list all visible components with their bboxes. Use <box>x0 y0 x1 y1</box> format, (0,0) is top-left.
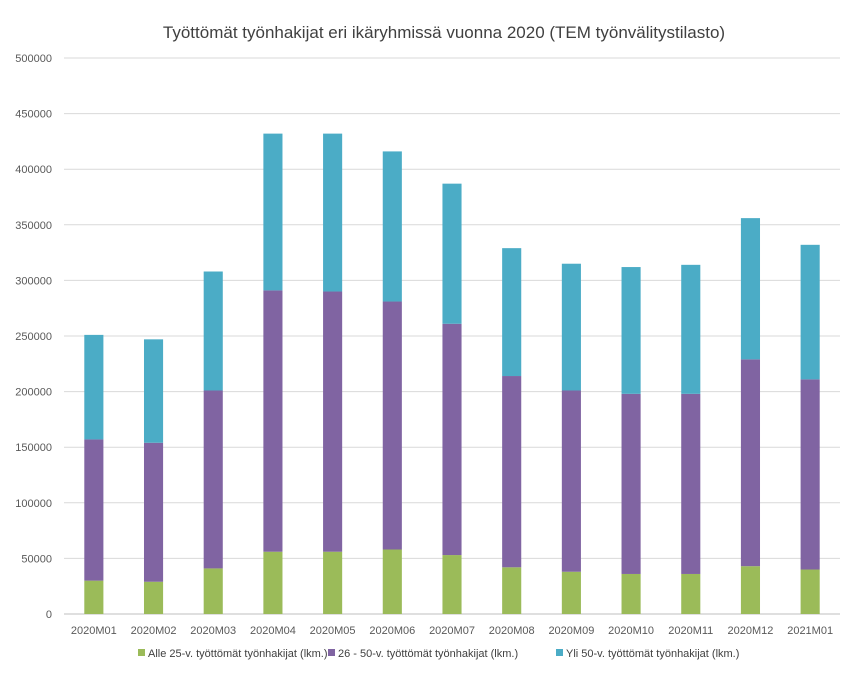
bars <box>84 133 820 614</box>
bar-segment-series-3 <box>681 264 701 394</box>
x-tick-label: 2020M12 <box>728 625 774 637</box>
x-tick-label: 2020M03 <box>190 625 236 637</box>
bar-segment-series-3 <box>740 218 761 360</box>
x-axis-ticks: 2020M01 2020M02 2020M03 2020M04 2020M05 2020M… <box>71 625 833 637</box>
y-tick-label: 450000 <box>15 109 52 121</box>
bar-segment-series-1 <box>740 566 761 614</box>
y-tick-label: 300000 <box>15 275 52 287</box>
y-tick-label: 400000 <box>15 164 52 176</box>
y-axis-ticks: 0 50000 100000 150000 200000 250000 300000 3500… <box>15 53 52 621</box>
bar-segment-series-3 <box>621 267 641 394</box>
x-tick-label: 2020M06 <box>369 625 415 637</box>
bar-segment-series-1 <box>681 573 701 614</box>
y-tick-label: 100000 <box>15 498 52 510</box>
y-tick-label: 150000 <box>15 442 52 454</box>
bar-segment-series-1 <box>143 581 164 614</box>
legend: Alle 25-v. työttömät työnhakijat (lkm.) 2… <box>138 648 739 660</box>
bar-segment-series-3 <box>84 334 104 440</box>
bar-segment-series-3 <box>800 244 820 380</box>
bar-segment-series-1 <box>502 567 522 614</box>
bar-segment-series-2 <box>740 359 761 567</box>
legend-swatch <box>328 649 335 656</box>
x-tick-label: 2020M04 <box>250 625 296 637</box>
x-tick-label: 2020M02 <box>131 625 177 637</box>
bar-segment-series-2 <box>84 439 104 581</box>
bar-segment-series-2 <box>800 379 820 570</box>
bar-segment-series-3 <box>382 151 402 302</box>
bar-segment-series-2 <box>382 301 402 550</box>
y-tick-label: 350000 <box>15 220 52 232</box>
y-tick-label: 200000 <box>15 387 52 399</box>
bar-segment-series-2 <box>621 393 641 574</box>
bar-segment-series-2 <box>561 390 581 572</box>
bar-segment-series-3 <box>143 339 164 443</box>
bar-segment-series-2 <box>323 291 343 552</box>
bar-segment-series-1 <box>442 555 462 614</box>
x-tick-label: 2020M11 <box>668 625 713 637</box>
bar-segment-series-2 <box>442 323 462 556</box>
x-tick-label: 2020M10 <box>608 625 654 637</box>
legend-label: 26 - 50-v. työttömät työnhakijat (lkm.) <box>338 648 518 660</box>
bar-segment-series-3 <box>561 263 581 391</box>
legend-swatch <box>556 649 563 656</box>
legend-label: Alle 25-v. työttömät työnhakijat (lkm.) <box>148 648 328 660</box>
chart-title: Työttömät työnhakijat eri ikäryhmissä vu… <box>163 23 725 42</box>
x-tick-label: 2020M05 <box>310 625 356 637</box>
bar-segment-series-1 <box>561 571 581 614</box>
bar-segment-series-2 <box>681 393 701 574</box>
bar-segment-series-1 <box>621 573 641 614</box>
bar-segment-series-1 <box>800 569 820 614</box>
y-tick-label: 500000 <box>15 53 52 65</box>
bar-segment-series-2 <box>263 290 283 552</box>
bar-segment-series-1 <box>323 551 343 614</box>
bar-segment-series-3 <box>323 133 343 292</box>
bar-segment-series-3 <box>502 248 522 377</box>
bar-segment-series-1 <box>84 580 104 614</box>
x-tick-label: 2020M09 <box>548 625 594 637</box>
bar-segment-series-2 <box>502 376 522 568</box>
y-tick-label: 250000 <box>15 331 52 343</box>
x-tick-label: 2020M01 <box>71 625 117 637</box>
bar-segment-series-3 <box>203 271 223 391</box>
bar-segment-series-1 <box>382 549 402 614</box>
y-tick-label: 50000 <box>21 553 52 565</box>
bar-segment-series-1 <box>203 568 223 614</box>
legend-swatch <box>138 649 145 656</box>
bar-segment-series-2 <box>143 442 164 582</box>
bar-segment-series-2 <box>203 390 223 569</box>
x-tick-label: 2020M07 <box>429 625 475 637</box>
x-tick-label: 2021M01 <box>787 625 833 637</box>
bar-segment-series-3 <box>263 133 283 291</box>
bar-segment-series-1 <box>263 551 283 614</box>
legend-label: Yli 50-v. työttömät työnhakijat (lkm.) <box>566 648 739 660</box>
bar-segment-series-3 <box>442 183 462 324</box>
x-tick-label: 2020M08 <box>489 625 535 637</box>
y-tick-label: 0 <box>46 609 52 621</box>
